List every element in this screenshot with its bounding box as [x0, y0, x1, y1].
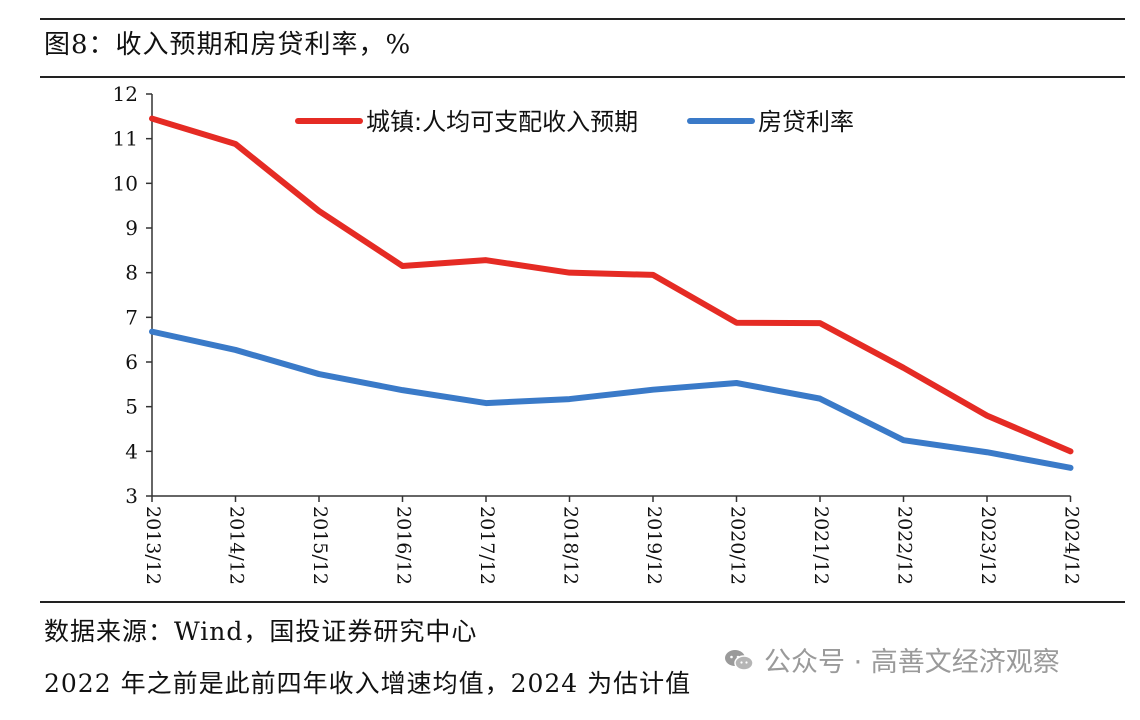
x-tick-label: 2016/12 — [393, 506, 415, 585]
y-tick-label: 11 — [113, 127, 138, 151]
x-tick-label: 2015/12 — [309, 506, 331, 585]
y-tick-label: 6 — [125, 350, 138, 374]
series-line-1 — [149, 115, 1074, 455]
estimate-note: 2022 年之前是此前四年收入增速均值，2024 为估计值 — [44, 669, 692, 698]
x-tick-label: 2024/12 — [1061, 506, 1083, 585]
source-note: 数据来源：Wind，国投证券研究中心 — [44, 617, 478, 646]
y-tick-label: 12 — [113, 82, 138, 106]
y-tick-label: 10 — [113, 171, 138, 195]
chart-axes: 3 4 5 6 7 8 9 10 11 12 2013/12 2014/12 2015/12 2016/1… — [113, 82, 1083, 585]
y-tick-label: 7 — [125, 305, 138, 329]
bottom-rule — [40, 601, 1125, 603]
x-tick-label: 2017/12 — [476, 506, 498, 585]
figure-title: 图8：收入预期和房贷利率，% — [44, 30, 412, 60]
x-tick-label: 2020/12 — [727, 506, 749, 585]
series-line-2 — [149, 328, 1074, 471]
x-tick-label: 2019/12 — [643, 506, 665, 585]
x-tick-label: 2021/12 — [810, 506, 832, 585]
wechat-icon — [725, 649, 754, 671]
legend-label-1: 城镇:人均可支配收入预期 — [366, 108, 638, 136]
chart-legend: 城镇:人均可支配收入预期 房贷利率 — [295, 108, 854, 136]
watermark-text: 公众号 · 高善文经济观察 — [764, 647, 1060, 678]
x-tick-label: 2018/12 — [560, 506, 582, 585]
y-tick-label: 9 — [125, 216, 138, 240]
top-rule — [40, 18, 1125, 20]
y-tick-label: 8 — [125, 261, 138, 285]
x-tick-label: 2013/12 — [142, 506, 164, 585]
x-tick-label: 2023/12 — [977, 506, 999, 585]
x-tick-label: 2022/12 — [894, 506, 916, 585]
x-tick-label: 2014/12 — [226, 506, 248, 585]
watermark: 公众号 · 高善文经济观察 — [724, 640, 1060, 679]
title-rule — [40, 76, 1125, 78]
chart-lines — [149, 115, 1074, 471]
legend-label-2: 房贷利率 — [758, 108, 854, 136]
y-tick-label: 5 — [125, 395, 138, 419]
y-tick-label: 3 — [125, 484, 138, 508]
y-tick-label: 4 — [125, 439, 138, 463]
